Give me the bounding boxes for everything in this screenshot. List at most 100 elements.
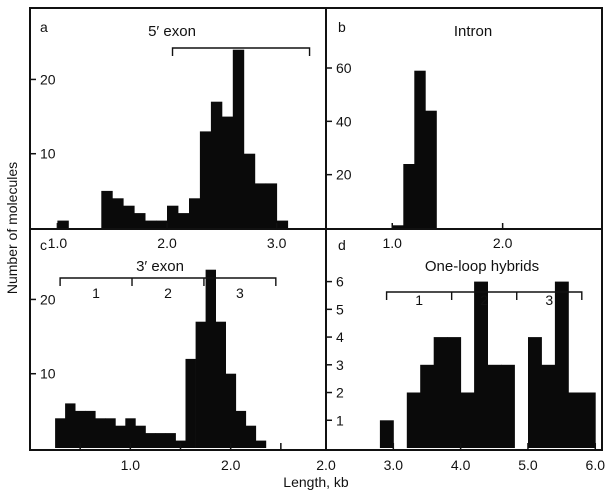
histogram-bar	[392, 225, 404, 228]
histogram-bar	[501, 364, 515, 448]
range-bracket	[385, 291, 583, 300]
histogram-bar	[210, 101, 223, 228]
panel-b: 20 40 60 1.0 2.0	[326, 60, 513, 251]
panel-letter-c: c	[40, 237, 47, 253]
x-tick-label: 3.0	[384, 457, 404, 473]
y-tick-label: 2	[336, 385, 344, 401]
x-tick-label: 2.0	[157, 235, 177, 251]
histogram-bar	[205, 269, 216, 448]
histogram-bar	[57, 220, 69, 228]
histogram-bar	[554, 281, 569, 448]
histogram-bar	[245, 425, 257, 448]
histogram-bar	[165, 433, 176, 448]
panel-letter-a: a	[40, 19, 48, 35]
panel-letter-d: d	[338, 237, 346, 253]
histogram-bar	[425, 110, 437, 228]
y-tick-label: 20	[336, 167, 352, 183]
bracket-label: 3	[236, 285, 244, 301]
histogram-bar	[199, 131, 212, 228]
histogram-bar	[403, 164, 415, 228]
histogram-bar	[155, 433, 166, 448]
histogram-bar	[420, 364, 435, 448]
histogram-bar	[115, 425, 126, 448]
panel-c: 10 20 1.0 2.0 1 2 3	[30, 269, 282, 473]
histogram-bar	[75, 410, 86, 448]
histogram-bar	[101, 190, 113, 228]
panel-a: 10 20 1.0 2.0 3.0	[30, 47, 311, 251]
histogram-bar	[55, 418, 66, 448]
histogram-bar	[254, 183, 267, 228]
x-tick-label: 6.0	[586, 457, 606, 473]
y-tick-label: 3	[336, 357, 344, 373]
bracket-label: 2	[480, 292, 488, 308]
histogram-bar	[156, 220, 168, 228]
y-tick-label: 10	[40, 146, 56, 162]
histogram-bar	[581, 392, 596, 448]
panel-a-title: 5′ exon	[148, 23, 196, 40]
panel-b-title: Intron	[454, 23, 492, 40]
histogram-bar	[232, 49, 245, 229]
bracket-label: 1	[92, 285, 100, 301]
x-tick-label: 2.0	[493, 235, 513, 251]
histogram-bar	[460, 392, 475, 448]
histogram-bar	[134, 213, 146, 228]
histogram-bar	[125, 418, 136, 448]
x-tick-label: 1.0	[121, 457, 141, 473]
x-tick-label: 2.0	[221, 457, 241, 473]
range-bracket	[59, 277, 277, 286]
histogram-bar	[528, 337, 542, 448]
histogram-bar	[95, 418, 106, 448]
panel-d-title: One-loop hybrids	[425, 258, 539, 275]
histogram-bar	[167, 205, 179, 228]
histogram-bar	[145, 220, 157, 228]
histogram-bar	[195, 321, 206, 448]
x-tick-label: 1.0	[383, 235, 403, 251]
y-tick-label: 5	[336, 301, 344, 317]
histogram-bar	[406, 392, 421, 448]
histogram-bar	[215, 321, 226, 448]
x-tick-label: 3.0	[267, 235, 287, 251]
histogram-bar	[221, 116, 234, 228]
histogram-bar	[85, 410, 96, 448]
histogram-bar	[433, 337, 448, 448]
histogram-bar	[123, 205, 135, 228]
panel-c-title: 3′ exon	[136, 258, 184, 275]
histogram-bar	[541, 364, 556, 448]
x-tick-label: 4.0	[451, 457, 471, 473]
histogram-bar	[185, 358, 196, 448]
histogram-bar	[276, 220, 289, 228]
histogram-bar	[487, 364, 502, 448]
x-tick-label: 5.0	[518, 457, 538, 473]
y-tick-label: 60	[336, 60, 352, 76]
range-bracket	[171, 47, 311, 56]
panel-d: 1 2 3 4 5 6 2.0 3.0 4.0 5.0 6.0 1 2 3	[316, 274, 605, 473]
histogram-bar	[225, 373, 237, 448]
histogram-bar	[379, 420, 394, 448]
histogram-bar	[112, 198, 124, 228]
bracket-label: 1	[415, 292, 423, 308]
y-tick-label: 20	[40, 291, 56, 307]
histogram-bar	[189, 198, 201, 228]
x-axis-label: Length, kb	[283, 474, 349, 490]
histogram-bar	[447, 337, 462, 448]
panel-letter-b: b	[338, 19, 346, 35]
x-tick-label: 1.0	[48, 235, 68, 251]
bracket-label: 2	[164, 285, 172, 301]
histogram-bar	[265, 183, 278, 228]
histogram-bar	[65, 403, 76, 448]
histogram-bar	[145, 433, 156, 448]
y-tick-label: 20	[40, 71, 56, 87]
histogram-bar	[255, 440, 267, 448]
histogram-bar	[235, 410, 247, 448]
y-tick-label: 4	[336, 329, 344, 345]
y-tick-label: 1	[336, 412, 344, 428]
y-tick-label: 10	[40, 366, 56, 382]
histogram-bar	[568, 392, 583, 448]
histogram-bar	[414, 70, 426, 228]
bracket-label: 3	[545, 292, 553, 308]
histogram-bar	[135, 425, 146, 448]
histogram-bar	[178, 213, 190, 228]
plot-layer: 10 20 1.0 2.0 3.0 20 40 60 1.0 2.0 10 20 1.0 2.0 1 2 3 1 2…	[30, 47, 605, 473]
histogram-bar	[474, 281, 488, 448]
